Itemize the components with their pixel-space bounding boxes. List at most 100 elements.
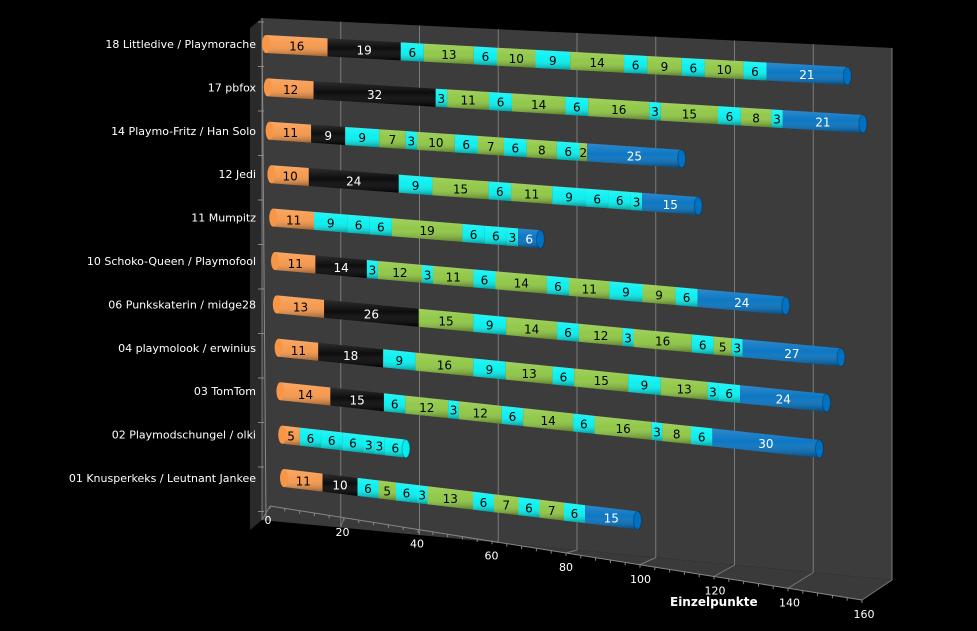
bar-segment-shade <box>454 134 478 154</box>
bar-segment-shade <box>308 167 399 193</box>
data-label: 11 <box>446 271 461 285</box>
bar-segment-shade <box>266 35 328 57</box>
bar-segment-shade <box>535 49 571 70</box>
bar-end-cap <box>836 347 846 367</box>
data-label: 16 <box>289 40 304 54</box>
data-label: 14 <box>514 277 529 291</box>
bar-start-cap <box>265 121 274 140</box>
bar-segment-shade <box>432 177 489 200</box>
bar-segment-shade <box>511 93 566 115</box>
bar-segment-shade <box>539 499 564 521</box>
data-label: 6 <box>683 291 691 305</box>
data-label: 24 <box>776 393 791 407</box>
x-tick-label: 120 <box>705 585 726 598</box>
floor-gridline <box>787 572 814 589</box>
bar-segment-shade <box>579 142 588 162</box>
data-label: 14 <box>298 388 313 402</box>
data-label: 15 <box>604 511 619 525</box>
data-label: 14 <box>531 98 546 112</box>
bar-segment-shade <box>363 434 375 455</box>
data-label: 9 <box>622 286 630 300</box>
bar-row: 11 18 9 16 9 13 6 15 9 13 3 6 24 <box>274 338 832 413</box>
bar-segment-shade <box>280 382 331 406</box>
category-label: 02 Playmodschungel / olki <box>112 429 256 442</box>
bar-segment-shade <box>405 131 418 150</box>
x-axis-ticks: 0 20 40 60 80 100 120 140 160 <box>265 514 875 621</box>
data-label: 6 <box>509 410 517 424</box>
data-label: 6 <box>408 46 416 60</box>
bar-segment-shade <box>284 469 323 492</box>
bar-end-cap <box>535 229 545 249</box>
data-label: 27 <box>784 347 799 361</box>
data-label: 3 <box>450 404 458 418</box>
bar-segment-shade <box>662 423 691 445</box>
x-tick-label: 40 <box>410 538 424 551</box>
bar-segment-shade <box>651 421 663 442</box>
data-label: 9 <box>324 129 332 143</box>
bar-segment-shade <box>366 260 378 280</box>
bar-segment-shade <box>473 358 506 380</box>
bar-segment-shade <box>526 139 557 160</box>
bar-segment-shade <box>585 188 609 209</box>
data-label: 6 <box>580 418 588 432</box>
bar-segment-shade <box>594 415 652 440</box>
bar-segment-shade <box>415 352 474 377</box>
floor-gridline <box>639 557 656 566</box>
bar-segment-shade <box>690 426 713 447</box>
data-label: 6 <box>377 220 385 234</box>
bar-row: 10 24 9 15 6 11 9 6 6 3 15 <box>267 165 703 216</box>
bar-segment-shade <box>473 491 494 513</box>
x-tick-label: 20 <box>336 526 350 539</box>
data-label: 11 <box>524 188 539 202</box>
data-label: 11 <box>283 126 298 140</box>
data-label: 32 <box>367 88 382 102</box>
bar-segment-shade <box>622 327 634 347</box>
data-label: 6 <box>593 192 601 206</box>
bar-segment-shade <box>588 98 650 120</box>
bar-segment-shade <box>511 183 553 205</box>
data-label: 6 <box>403 487 411 501</box>
bar-segment-shade <box>707 381 719 402</box>
category-label: 03 TomTom <box>194 385 256 398</box>
bar-segment-shade <box>578 323 623 346</box>
bar-segment-shade <box>417 484 428 505</box>
bar-end-cap <box>781 296 791 316</box>
data-label: 3 <box>438 92 446 106</box>
data-label: 6 <box>496 185 504 199</box>
bar-segment-shade <box>766 62 848 85</box>
bar-segment-shade <box>660 377 708 400</box>
data-label: 15 <box>438 314 453 328</box>
data-label: 11 <box>460 94 475 108</box>
data-label: 3 <box>709 385 717 399</box>
data-label: 21 <box>799 68 814 82</box>
bar-segment-shade <box>377 261 422 283</box>
bar-segment-shade <box>691 334 714 355</box>
bar-segment-shade <box>378 480 396 501</box>
bar-segment-shade <box>742 339 841 367</box>
data-label: 9 <box>412 179 420 193</box>
bar-start-cap <box>272 295 281 314</box>
bar-segment-shade <box>675 287 698 307</box>
bar-segment-shade <box>347 214 370 235</box>
data-label: 9 <box>396 354 404 368</box>
bar-segment-shade <box>740 385 827 412</box>
bar-segment-shade <box>570 51 625 73</box>
data-label: 3 <box>653 425 661 439</box>
bar-start-cap <box>263 78 272 97</box>
x-tick-label: 80 <box>559 561 573 574</box>
data-label: 6 <box>632 58 640 72</box>
data-label: 12 <box>392 266 407 280</box>
bar-segment-shade <box>740 107 772 128</box>
bar-segment-shade <box>342 432 364 453</box>
data-label: 15 <box>350 393 365 407</box>
data-label: 11 <box>286 213 301 227</box>
floor-gridline <box>713 564 735 577</box>
data-label: 6 <box>690 62 698 76</box>
bar-start-cap <box>280 469 288 487</box>
data-label: 6 <box>725 387 733 401</box>
bar-segment-shade <box>518 228 541 249</box>
bar-end-cap <box>842 66 852 86</box>
bar-segment-shade <box>495 271 547 294</box>
bar-segment-shade <box>624 54 648 74</box>
